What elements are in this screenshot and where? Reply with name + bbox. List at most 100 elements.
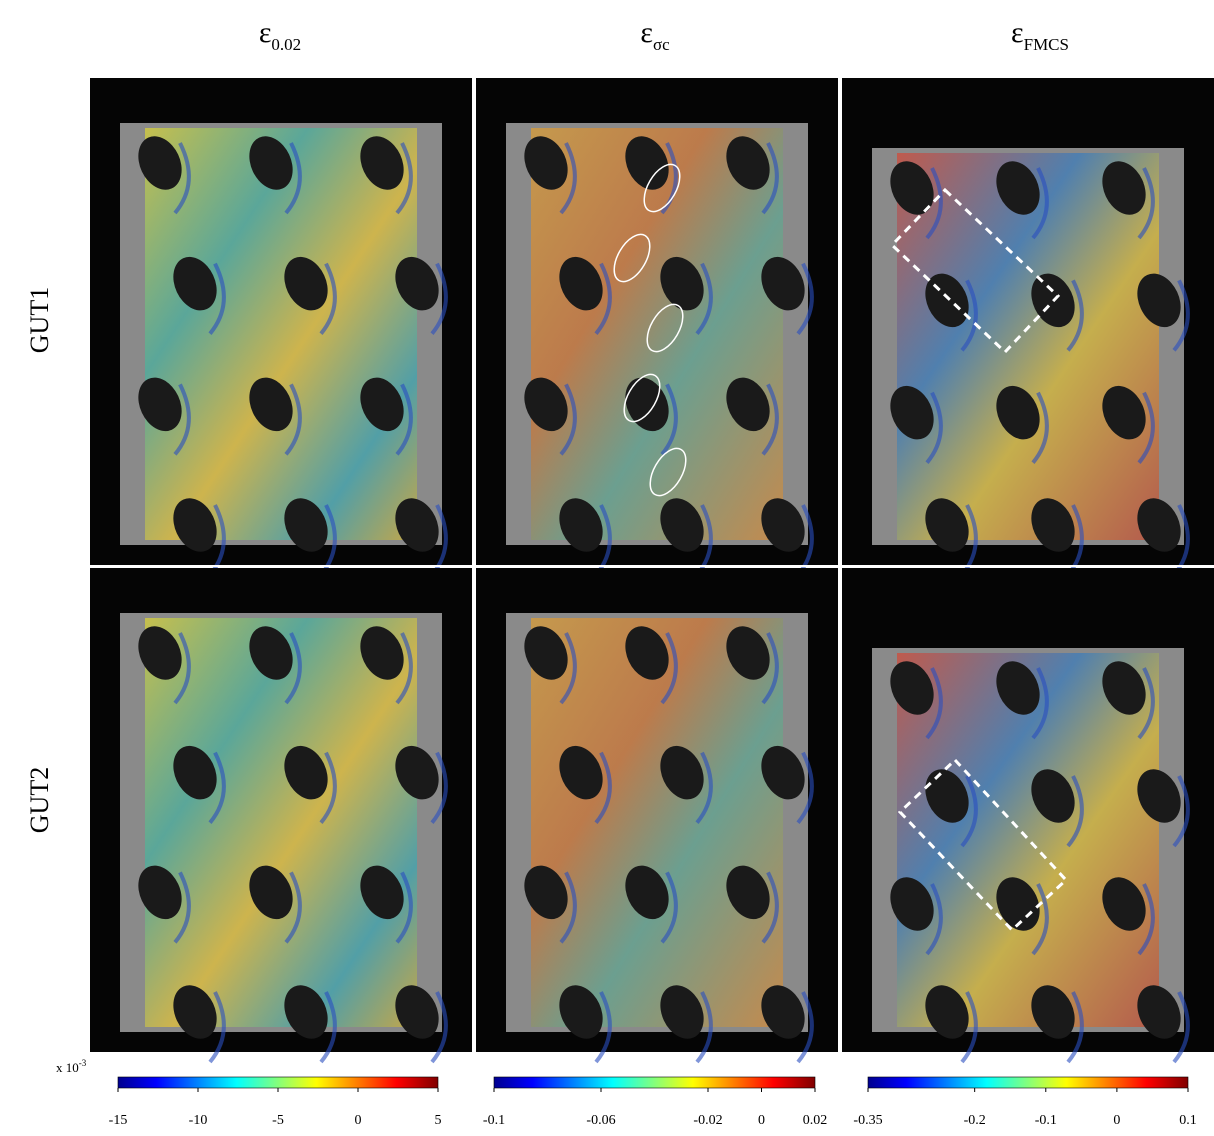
cell-hole: [1102, 385, 1146, 440]
cell-hole: [726, 626, 770, 680]
colorbar: [493, 1076, 816, 1089]
column-header: ε0.02: [259, 16, 301, 54]
cell-hole: [559, 985, 603, 1039]
strut-streak: [796, 751, 814, 824]
subscript: FMCS: [1024, 35, 1069, 54]
colorbar: [867, 1076, 1189, 1089]
strain-overlay: [531, 618, 783, 1027]
cell-hole: [726, 377, 770, 432]
cell-hole: [138, 865, 182, 920]
colorbar-tick-label: -0.02: [693, 1113, 722, 1128]
strain-overlay: [145, 618, 417, 1027]
cell-hole: [925, 769, 969, 823]
cell-hole: [249, 136, 293, 190]
cell-hole: [524, 136, 568, 190]
cell-hole: [173, 745, 217, 800]
cell-hole: [360, 377, 404, 432]
strut-streak: [1031, 883, 1049, 956]
strut-streak: [319, 991, 337, 1064]
cell-hole: [284, 745, 328, 800]
strut-streak: [173, 871, 191, 944]
cell-hole: [395, 985, 439, 1039]
strut-streak: [1031, 167, 1049, 240]
cell-hole: [925, 985, 969, 1039]
cell-hole: [761, 745, 805, 800]
cell-hole: [1137, 985, 1181, 1039]
strut-streak: [1172, 991, 1190, 1064]
strut-streak: [960, 991, 978, 1064]
cell-hole: [395, 745, 439, 800]
colorbar-tick-label: -15: [109, 1113, 128, 1128]
panels: [90, 78, 1214, 1064]
strut-streak: [173, 383, 191, 456]
strut-streak: [559, 632, 577, 705]
strut-streak: [173, 142, 191, 215]
subscript: σc: [653, 35, 670, 54]
colorbar-tick-label: -0.06: [586, 1113, 615, 1128]
strut-streak: [1031, 391, 1049, 464]
multiplier: x 10-3: [56, 1058, 87, 1075]
strut-streak: [761, 871, 779, 944]
colorbar-tick-label: -0.1: [483, 1113, 505, 1128]
cell-hole: [996, 385, 1040, 440]
cell-hole: [660, 498, 704, 552]
strut-streak: [925, 391, 943, 464]
cell-hole: [625, 865, 669, 920]
strut-streak: [1137, 167, 1155, 240]
colorbar-tick-label: -0.2: [964, 1113, 986, 1128]
strut-streak: [1066, 991, 1084, 1064]
strut-streak: [559, 383, 577, 456]
cell-hole: [138, 136, 182, 190]
subscript: 0.02: [271, 35, 301, 54]
strut-streak: [695, 262, 713, 335]
cell-hole: [925, 498, 969, 552]
cell-hole: [360, 136, 404, 190]
cell-hole: [1031, 769, 1075, 823]
cell-hole: [1137, 273, 1181, 328]
cell-hole: [249, 626, 293, 680]
cell-hole: [761, 985, 805, 1039]
strut-streak: [395, 632, 413, 705]
colorbar-tick-label: 0: [758, 1113, 765, 1128]
cell-hole: [138, 377, 182, 432]
strut-streak: [960, 279, 978, 352]
highlight-box: [897, 757, 1069, 933]
strut-streak: [925, 167, 943, 240]
colorbar-tick-label: 0.1: [1179, 1113, 1197, 1128]
strut-streak: [430, 751, 448, 824]
strut-streak: [1172, 775, 1190, 848]
strut-streak: [208, 991, 226, 1064]
highlight-ellipse: [643, 163, 681, 213]
cell-hole: [660, 745, 704, 800]
multiplier-exponent: -3: [79, 1058, 87, 1068]
strut-streak: [395, 871, 413, 944]
highlight-ellipse: [613, 233, 651, 283]
cell-hole: [625, 377, 669, 432]
strut-streak: [1031, 667, 1049, 740]
strut-streak: [660, 632, 678, 705]
colorbar-tick-label: -0.35: [853, 1113, 882, 1128]
strut-streak: [1137, 667, 1155, 740]
highlight-box: [889, 187, 1061, 355]
strut-streak: [796, 262, 814, 335]
strut-streak: [796, 991, 814, 1064]
cell-hole: [284, 498, 328, 552]
colorbar: [117, 1076, 439, 1089]
strut-streak: [284, 632, 302, 705]
strut-streak: [761, 142, 779, 215]
cell-hole: [625, 136, 669, 190]
strut-streak: [1137, 883, 1155, 956]
cell-hole: [761, 256, 805, 311]
symbol: ε: [1011, 16, 1024, 49]
symbol: ε: [259, 16, 272, 49]
cell-hole: [524, 626, 568, 680]
strut-streak: [395, 383, 413, 456]
cell-hole: [996, 877, 1040, 931]
strut-streak: [430, 991, 448, 1064]
strut-streak: [1066, 279, 1084, 352]
strut-streak: [173, 632, 191, 705]
strut-streak: [761, 632, 779, 705]
cell-hole: [1137, 498, 1181, 552]
colorbars: -15 -10 -5 0 5 -0.1 -0.06 -0.02 0 0.02 -0.35 -0.2 -0…: [109, 1076, 1197, 1128]
